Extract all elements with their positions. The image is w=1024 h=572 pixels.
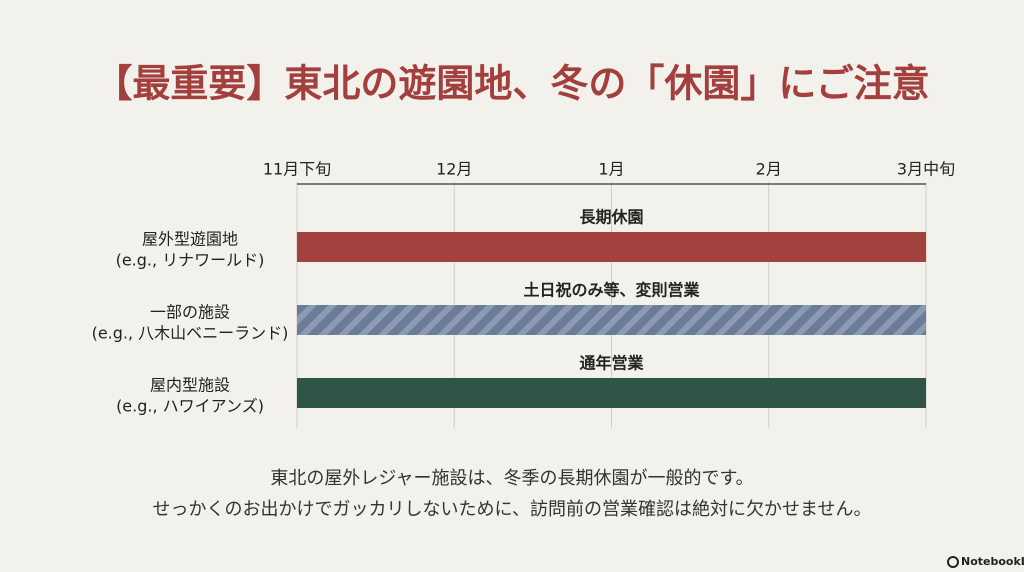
brand-text: NotebookLM <box>961 555 1024 568</box>
bar <box>297 232 926 262</box>
timeline-label: 12月 <box>436 160 472 179</box>
timeline-label: 1月 <box>598 160 624 179</box>
bar-label: 通年営業 <box>579 354 644 373</box>
row: 屋外型遊園地 (e.g., リナワールド) 長期休園 <box>116 208 926 270</box>
brand: NotebookLM <box>947 555 1024 568</box>
bar-label: 土日祝のみ等、変則営業 <box>523 281 700 300</box>
row-label: 屋内型施設 <box>150 376 230 395</box>
brand-icon <box>947 556 959 568</box>
bar-label: 長期休園 <box>579 208 643 227</box>
timeline-label: 11月下旬 <box>263 160 331 179</box>
bar <box>297 378 926 408</box>
title: 【最重要】東北の遊園地、冬の「休園」にご注意 <box>94 62 929 106</box>
row-label: (e.g., リナワールド) <box>116 251 265 270</box>
caption-line: 東北の屋外レジャー施設は、冬季の長期休園が一般的です。 <box>270 468 753 489</box>
row: 屋内型施設 (e.g., ハワイアンズ) 通年営業 <box>116 354 926 416</box>
timeline-label: 3月中旬 <box>897 160 955 179</box>
row-label: 屋外型遊園地 <box>142 230 238 249</box>
row-label: 一部の施設 <box>150 303 230 322</box>
bar <box>297 305 926 335</box>
row-label: (e.g., ハワイアンズ) <box>116 397 264 416</box>
row: 一部の施設 (e.g., 八木山ベニーランド) 土日祝のみ等、変則営業 <box>92 281 926 343</box>
timeline-label: 2月 <box>756 160 782 179</box>
row-label: (e.g., 八木山ベニーランド) <box>92 324 289 343</box>
caption-line: せっかくのお出かけでガッカリしないために、訪問前の営業確認は絶対に欠かせません。 <box>153 499 872 520</box>
